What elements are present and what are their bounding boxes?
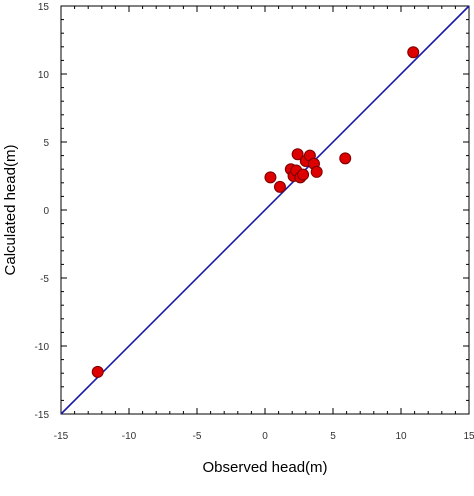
- y-tick-label: 0: [43, 206, 49, 217]
- y-tick-label: -15: [35, 410, 50, 421]
- y-tick-label: -5: [40, 274, 49, 285]
- y-tick-label: 15: [38, 2, 50, 13]
- data-point: [407, 46, 420, 59]
- y-axis-title: Calculated head(m): [2, 145, 19, 276]
- x-tick-label: 5: [330, 431, 336, 442]
- tick-labels: -15 -10 -5 0 5 10 15 -15 -10 -5 0 5 10 15: [35, 2, 474, 442]
- x-tick-label: 10: [395, 431, 407, 442]
- axis-ticks: [60, 5, 470, 415]
- x-axis-title: Observed head(m): [202, 459, 327, 476]
- data-point: [297, 168, 310, 181]
- x-tick-label: -10: [122, 431, 137, 442]
- one-to-one-line: [60, 5, 470, 415]
- data-point: [339, 152, 352, 165]
- data-point: [291, 148, 304, 161]
- data-point: [91, 365, 104, 378]
- x-tick-label: -15: [54, 431, 69, 442]
- x-tick-label: 0: [262, 431, 268, 442]
- data-point: [273, 180, 286, 193]
- x-tick-label: -5: [193, 431, 202, 442]
- data-point: [264, 171, 277, 184]
- x-tick-label: 15: [463, 431, 474, 442]
- y-tick-label: 10: [38, 70, 50, 81]
- data-point: [310, 165, 323, 178]
- y-tick-label: 5: [43, 138, 49, 149]
- y-tick-label: -10: [35, 342, 50, 353]
- data-points: [91, 46, 420, 378]
